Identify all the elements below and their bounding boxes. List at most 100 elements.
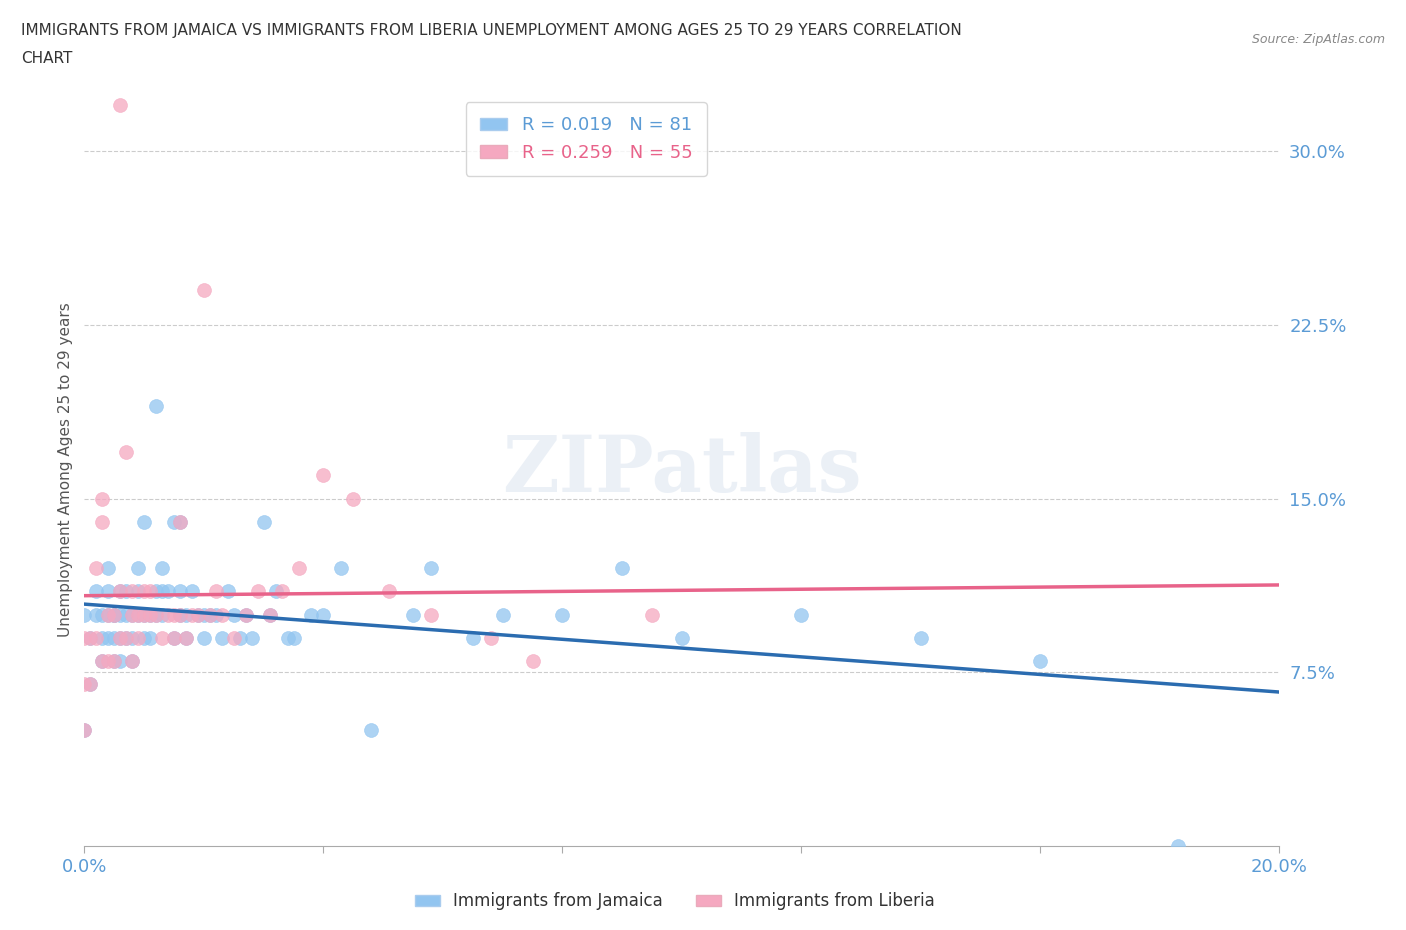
Point (86, 561, 108, 576)
Point (270, 584, 292, 599)
Point (79, 677, 101, 692)
Point (157, 584, 180, 599)
Point (205, 584, 228, 599)
Point (121, 654, 143, 669)
Point (461, 631, 484, 645)
Point (264, 584, 287, 599)
Point (163, 631, 186, 645)
Point (110, 631, 132, 645)
Text: CHART: CHART (21, 51, 73, 66)
Point (86, 631, 108, 645)
Point (235, 607, 257, 622)
Point (79, 677, 101, 692)
Point (91, 607, 114, 622)
Point (110, 97, 132, 112)
Point (181, 584, 204, 599)
Point (97, 654, 120, 669)
Point (641, 607, 664, 622)
Point (193, 607, 215, 622)
Point (103, 654, 125, 669)
Point (103, 607, 125, 622)
Text: IMMIGRANTS FROM JAMAICA VS IMMIGRANTS FROM LIBERIA UNEMPLOYMENT AMONG AGES 25 TO: IMMIGRANTS FROM JAMAICA VS IMMIGRANTS FR… (21, 23, 962, 38)
Point (301, 607, 323, 622)
Point (97, 607, 120, 622)
Point (235, 607, 257, 622)
Point (103, 607, 125, 622)
Point (169, 514, 191, 529)
Point (110, 607, 132, 622)
Point (145, 607, 167, 622)
Point (402, 607, 425, 622)
Point (228, 631, 252, 645)
Point (150, 561, 173, 576)
Point (139, 607, 162, 622)
Point (312, 468, 335, 483)
Point (127, 561, 149, 576)
Point (97, 584, 120, 599)
Point (150, 607, 173, 622)
Point (145, 398, 167, 413)
Point (86, 607, 108, 622)
Point (115, 584, 138, 599)
Point (169, 584, 191, 599)
Legend: Immigrants from Jamaica, Immigrants from Liberia: Immigrants from Jamaica, Immigrants from… (408, 885, 942, 917)
Point (246, 584, 269, 599)
Point (127, 607, 149, 622)
Point (127, 584, 149, 599)
Point (121, 607, 143, 622)
Point (157, 607, 180, 622)
Point (187, 607, 209, 622)
Point (169, 607, 191, 622)
Point (479, 631, 502, 645)
Point (91, 654, 114, 669)
Point (73, 723, 96, 737)
Point (110, 584, 132, 599)
Point (91, 631, 114, 645)
Point (139, 584, 162, 599)
Point (132, 607, 156, 622)
Point (420, 561, 443, 576)
Point (73, 677, 96, 692)
Point (121, 631, 143, 645)
Point (115, 631, 138, 645)
Point (522, 654, 544, 669)
Point (97, 631, 120, 645)
Point (132, 584, 156, 599)
Point (551, 607, 574, 622)
Point (110, 584, 132, 599)
Point (163, 607, 186, 622)
Point (163, 631, 186, 645)
Point (132, 514, 156, 529)
Point (169, 607, 191, 622)
Point (1029, 654, 1052, 669)
Point (115, 631, 138, 645)
Point (259, 607, 281, 622)
Point (342, 491, 364, 506)
Point (790, 607, 813, 622)
Point (97, 561, 120, 576)
Text: Source: ZipAtlas.com: Source: ZipAtlas.com (1251, 33, 1385, 46)
Point (110, 654, 132, 669)
Point (193, 283, 215, 298)
Point (330, 561, 353, 576)
Point (671, 631, 693, 645)
Point (73, 607, 96, 622)
Point (121, 654, 143, 669)
Point (132, 607, 156, 622)
Point (91, 514, 114, 529)
Point (181, 607, 204, 622)
Point (910, 631, 932, 645)
Point (174, 631, 197, 645)
Point (205, 607, 228, 622)
Point (110, 631, 132, 645)
Point (103, 654, 125, 669)
Point (222, 631, 245, 645)
Point (79, 631, 101, 645)
Point (103, 631, 125, 645)
Point (145, 607, 167, 622)
Point (174, 631, 197, 645)
Point (312, 607, 335, 622)
Point (115, 607, 138, 622)
Point (420, 607, 443, 622)
Point (492, 607, 515, 622)
